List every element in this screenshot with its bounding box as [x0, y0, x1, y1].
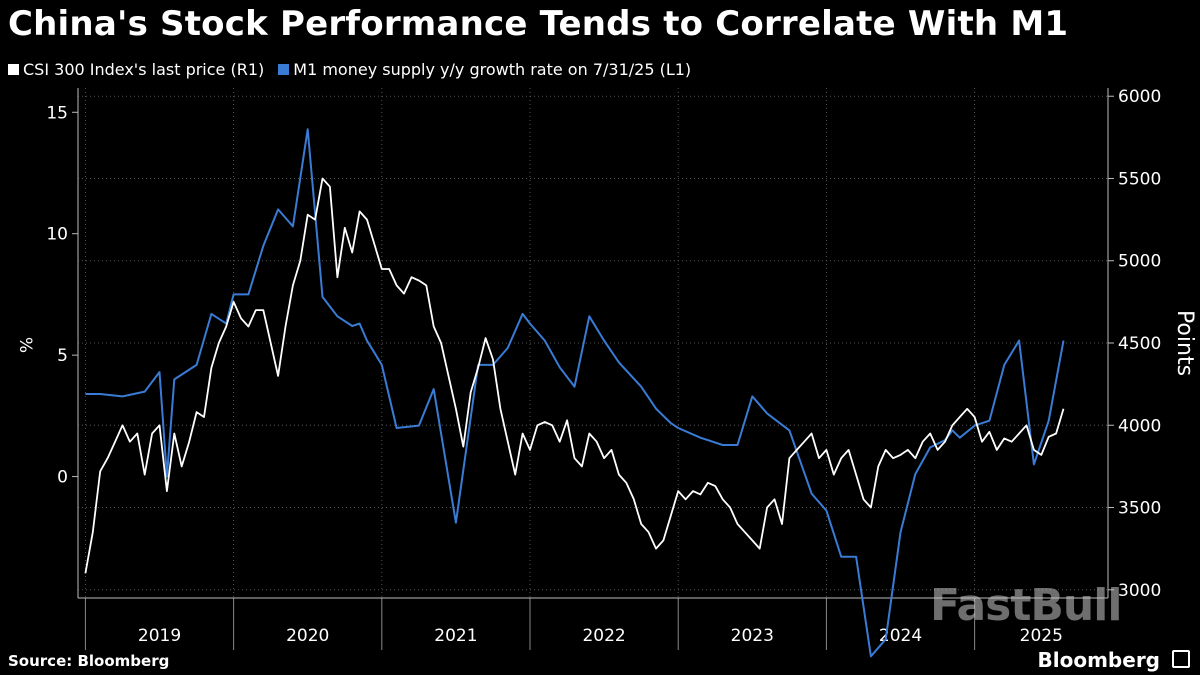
- left-tick-label: 15: [46, 103, 68, 123]
- right-axis-title: Points: [1172, 310, 1197, 376]
- right-tick-label: 4000: [1118, 416, 1161, 436]
- legend-label-csi300: CSI 300 Index's last price (R1): [23, 60, 265, 79]
- right-tick-label: 5500: [1118, 169, 1161, 189]
- watermark: FastBull: [930, 580, 1122, 631]
- source-note: Source: Bloomberg: [8, 652, 170, 670]
- left-tick-label: 5: [57, 346, 68, 366]
- right-tick-label: 4500: [1118, 334, 1161, 354]
- right-tick-label: 5000: [1118, 252, 1161, 272]
- series-line-csi300: [84, 177, 1065, 574]
- left-axis-title: %: [15, 337, 35, 353]
- legend: CSI 300 Index's last price (R1) M1 money…: [8, 60, 691, 79]
- legend-swatch-csi300: [8, 64, 19, 75]
- legend-label-m1: M1 money supply y/y growth rate on 7/31/…: [293, 60, 692, 79]
- bloomberg-logo-icon: [1172, 650, 1190, 668]
- legend-item-m1: M1 money supply y/y growth rate on 7/31/…: [278, 60, 691, 79]
- legend-item-csi300: CSI 300 Index's last price (R1): [8, 60, 264, 79]
- chart-title: China's Stock Performance Tends to Corre…: [8, 4, 1069, 44]
- x-year-label: 2021: [434, 626, 477, 646]
- brand-label: Bloomberg: [1037, 648, 1160, 672]
- x-year-label: 2025: [1020, 626, 1063, 646]
- series-line-m1: [85, 128, 1065, 658]
- x-year-label: 2022: [582, 626, 625, 646]
- right-tick-label: 3000: [1118, 581, 1161, 601]
- x-year-label: 2024: [879, 626, 922, 646]
- x-year-label: 2023: [731, 626, 774, 646]
- x-year-label: 2020: [286, 626, 329, 646]
- right-tick-label: 3500: [1118, 499, 1161, 519]
- right-tick-label: 6000: [1118, 87, 1161, 107]
- left-tick-label: 10: [46, 225, 68, 245]
- legend-swatch-m1: [278, 64, 290, 75]
- left-tick-label: 0: [57, 468, 68, 488]
- x-year-label: 2019: [138, 626, 181, 646]
